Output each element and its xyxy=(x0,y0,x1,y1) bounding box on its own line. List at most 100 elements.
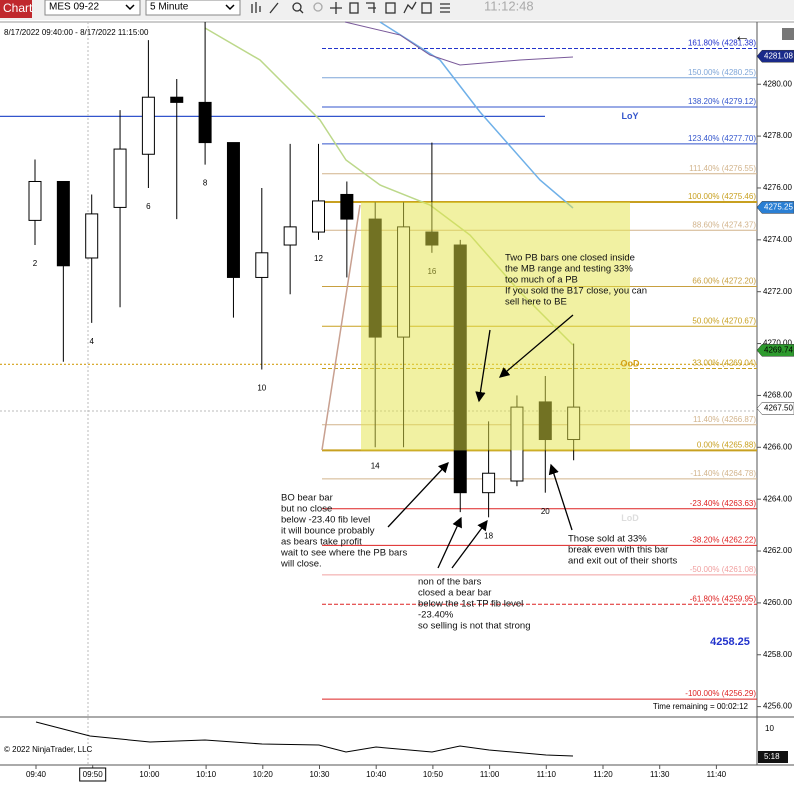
note-line: break even with this bar xyxy=(568,545,668,556)
fib-label: -38.20% (4262.22) xyxy=(690,535,757,544)
back-arrow[interactable]: ← xyxy=(734,28,750,45)
y-tick-label: 4264.00 xyxy=(763,494,792,503)
price-marker xyxy=(756,201,794,214)
x-tick-label: 11:20 xyxy=(593,770,613,779)
indicator-tick: 10 xyxy=(765,724,774,733)
cursor-price: 4258.25 xyxy=(710,636,750,648)
fib-label: 150.00% (4280.25) xyxy=(688,68,756,77)
panel-button[interactable] xyxy=(782,28,794,40)
x-tick-label: 10:20 xyxy=(253,770,274,779)
note-line: below the 1st TP fib level xyxy=(418,599,523,610)
x-tick-label: 10:40 xyxy=(366,770,387,779)
candle-body xyxy=(340,193,354,220)
date-range: 8/17/2022 09:40:00 - 8/17/2022 11:15:00 xyxy=(4,28,149,37)
price-marker xyxy=(756,49,794,63)
y-tick-label: 4258.00 xyxy=(763,650,792,659)
instrument-label: MES 09-22 xyxy=(49,2,99,13)
fib-label: 123.40% (4277.70) xyxy=(688,134,756,143)
candle-body xyxy=(226,142,240,278)
x-tick-label: 11:40 xyxy=(707,770,727,779)
y-tick-label: 4266.00 xyxy=(763,442,792,451)
toolbar-icons[interactable] xyxy=(251,1,450,14)
price-marker-label: 4267.50 xyxy=(764,404,793,413)
y-tick-label: 4274.00 xyxy=(763,235,792,244)
x-tick-label: 09:50 xyxy=(83,770,104,779)
fib-label: 88.60% (4274.37) xyxy=(692,220,756,229)
moving-average xyxy=(379,21,574,209)
note-line: the MB range and testing 33% xyxy=(505,264,633,275)
note-line: If you sold the B17 close, you can xyxy=(505,286,647,297)
fib-anchor xyxy=(321,204,361,451)
candle-body xyxy=(482,472,496,494)
candle-body xyxy=(85,213,99,259)
chart-button-label: Chart xyxy=(3,1,33,15)
candle-body xyxy=(56,180,70,267)
note-line: will close. xyxy=(280,559,322,570)
note-line: non of the bars xyxy=(418,577,482,588)
note-line: closed a bear bar xyxy=(418,588,491,599)
fib-label: 161.80% (4281.38) xyxy=(688,39,756,48)
price-marker-label: 4269.74 xyxy=(764,345,793,354)
interval-label: 5 Minute xyxy=(150,2,189,13)
note-line: below -23.40 fib level xyxy=(281,515,370,526)
measured-move-zone xyxy=(361,201,630,451)
fib-label: -61.80% (4259.95) xyxy=(690,594,757,603)
clock: 11:12:48 xyxy=(484,0,534,13)
bar-number: 12 xyxy=(314,254,323,263)
reference-label: LoY xyxy=(622,111,639,121)
note-line: -23.40% xyxy=(418,610,454,621)
y-tick-label: 4280.00 xyxy=(763,79,792,88)
y-tick-label: 4260.00 xyxy=(763,598,792,607)
note-line: as bears take profit xyxy=(281,537,362,548)
x-tick-label: 11:00 xyxy=(480,770,500,779)
candle-body xyxy=(283,226,297,246)
y-tick-label: 4262.00 xyxy=(763,546,792,555)
bar-number: 4 xyxy=(89,337,94,346)
fib-label: 66.00% (4272.20) xyxy=(692,277,756,286)
note-line: it will bounce probably xyxy=(281,526,375,537)
note-line: Two PB bars one closed inside xyxy=(505,253,635,264)
fib-label: -100.00% (4256.29) xyxy=(685,689,756,698)
reference-label: LoD xyxy=(621,513,639,523)
fib-label: -11.40% (4264.78) xyxy=(690,469,756,478)
candle-body xyxy=(170,96,184,103)
price-marker-label: 4275.25 xyxy=(764,203,793,212)
fib-label: 33.00% (4269.04) xyxy=(692,359,756,368)
reference-label: OoD xyxy=(621,359,640,369)
chart-button[interactable] xyxy=(0,0,32,18)
candle-body xyxy=(198,101,212,144)
moving-average xyxy=(344,21,574,66)
fib-label: 50.00% (4270.67) xyxy=(692,316,756,325)
note-line: but no close xyxy=(281,504,332,515)
indicator-badge-label: 5:18 xyxy=(764,752,780,761)
x-tick-label: 09:40 xyxy=(26,770,47,779)
copyright: © 2022 NinjaTrader, LLC xyxy=(4,745,93,754)
dropdown-arrow xyxy=(125,4,135,11)
x-tick-label: 10:00 xyxy=(139,770,160,779)
y-tick-label: 4256.00 xyxy=(763,702,792,711)
candle-body xyxy=(141,96,155,155)
time-remaining: Time remaining = 00:02:12 xyxy=(653,702,749,711)
instrument-select[interactable] xyxy=(44,0,141,16)
x-tick-label: 11:10 xyxy=(537,770,557,779)
price-marker-label: 4281.08 xyxy=(764,51,793,60)
y-tick-label: 4276.00 xyxy=(763,183,792,192)
note-line: too much of a PB xyxy=(505,275,578,286)
fib-label: 0.00% (4265.88) xyxy=(697,441,756,450)
y-tick-label: 4278.00 xyxy=(763,131,792,140)
y-tick-label: 4270.00 xyxy=(763,339,792,348)
bar-number: 18 xyxy=(484,531,493,540)
bar-number: 20 xyxy=(541,507,550,516)
interval-select[interactable] xyxy=(145,0,241,16)
bar-number: 2 xyxy=(33,259,38,268)
x-tick-label: 11:30 xyxy=(650,770,670,779)
note-line: sell here to BE xyxy=(505,297,567,308)
indicator-line xyxy=(35,721,574,757)
note-arrows xyxy=(387,314,574,569)
fib-label: 100.00% (4275.46) xyxy=(688,192,756,201)
dropdown-arrow xyxy=(225,4,235,11)
bar-number: 6 xyxy=(146,202,151,211)
y-tick-label: 4268.00 xyxy=(763,391,792,400)
candle-body xyxy=(28,180,42,221)
